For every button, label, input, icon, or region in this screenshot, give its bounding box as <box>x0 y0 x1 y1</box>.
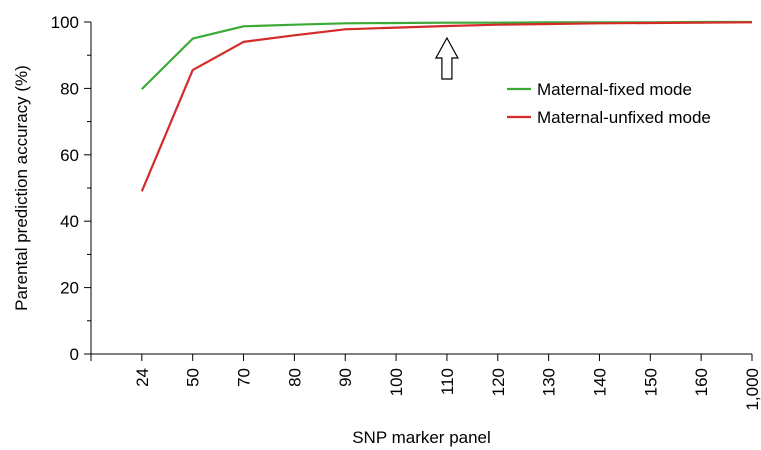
x-tick-label: 90 <box>336 368 355 387</box>
y-axis-title: Parental prediction accuracy (%) <box>12 65 31 311</box>
x-tick-label: 70 <box>235 368 254 387</box>
x-axis-title: SNP marker panel <box>352 428 491 447</box>
y-tick-label: 100 <box>51 13 79 32</box>
annotation-layer <box>434 36 459 80</box>
legend: Maternal-fixed mode Maternal-unfixed mode <box>507 80 711 127</box>
legend-label-maternal-fixed: Maternal-fixed mode <box>537 80 692 99</box>
x-tick-label: 24 <box>133 368 152 387</box>
up-arrow-icon <box>434 36 459 80</box>
series-layer <box>140 20 753 192</box>
x-tick-label: 1,000 <box>743 368 761 411</box>
x-tick-label: 110 <box>438 368 457 395</box>
x-tick-label: 120 <box>489 368 508 396</box>
y-tick-label: 80 <box>60 79 79 98</box>
y-tick-label: 60 <box>60 146 79 165</box>
y-tick-label: 40 <box>60 212 79 231</box>
x-tick-label: 50 <box>184 368 203 387</box>
series-line-maternal-unfixed <box>140 21 753 192</box>
x-tick-label: 160 <box>692 368 711 396</box>
legend-label-maternal-unfixed: Maternal-unfixed mode <box>537 108 711 127</box>
x-tick-label: 130 <box>540 368 559 396</box>
y-tick-label: 20 <box>60 279 79 298</box>
x-tick-label: 80 <box>285 368 304 387</box>
x-tick-label: 140 <box>590 368 609 396</box>
x-tick-label: 150 <box>641 368 660 396</box>
x-axis: 24 50 70 80 90 100 110 120 130 140 150 160 1,000 <box>90 353 761 411</box>
x-tick-label: 100 <box>387 368 406 396</box>
y-tick-label: 0 <box>70 345 79 364</box>
y-axis: 0 20 40 60 80 100 <box>51 13 92 364</box>
